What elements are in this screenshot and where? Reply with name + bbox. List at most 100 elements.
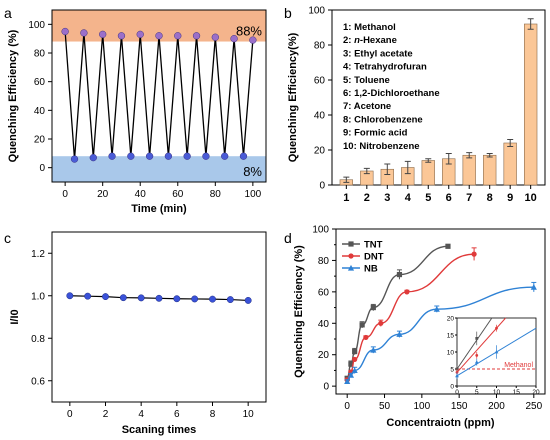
- legend-number: 10:: [343, 141, 359, 152]
- legend-item: 1: Methanol: [343, 22, 396, 33]
- legend-item: 5: Toluene: [343, 75, 390, 86]
- x-tick-label: 4: [405, 192, 412, 204]
- data-point: [226, 296, 234, 304]
- x-tick-label: 10: [243, 409, 255, 420]
- x-tick-label: 80: [210, 189, 222, 200]
- panel-label-a: a: [4, 5, 12, 21]
- marker-TNT: [352, 348, 358, 355]
- marker-NB: [494, 350, 499, 354]
- data-point: [209, 295, 216, 303]
- marker-DNT: [404, 289, 410, 295]
- legend-number: 4:: [343, 62, 354, 73]
- data-point: [155, 32, 163, 40]
- x-tick-label: 250: [525, 401, 542, 412]
- legend-name: Formic acid: [354, 128, 408, 139]
- y-tick-label: 40: [314, 111, 326, 122]
- x-tick-label: 3: [384, 192, 390, 204]
- y-tick-label: 80: [34, 49, 46, 60]
- inset-y-tick-label: 5: [450, 367, 454, 374]
- marker-DNT: [471, 251, 477, 257]
- y-tick-label: 40: [34, 106, 46, 117]
- plot-frame: [335, 228, 546, 395]
- panel-label-d: d: [284, 230, 292, 246]
- y-tick-label: 20: [318, 350, 330, 361]
- x-axis-label: Concentraiotn (ppm): [386, 417, 494, 429]
- marker-NB: [474, 360, 479, 364]
- legend-item: 4: Tetrahydrofuran: [343, 62, 427, 73]
- legend-number: 7:: [343, 101, 354, 112]
- marker-TNT: [475, 337, 479, 340]
- marker-TNT: [396, 271, 403, 278]
- data-point: [102, 293, 109, 301]
- bar-9: [503, 142, 517, 186]
- data-point: [119, 294, 127, 302]
- data-point: [183, 152, 191, 160]
- data-point: [249, 36, 257, 44]
- y-tick-label: 100: [308, 6, 325, 17]
- x-tick-label: 9: [507, 192, 513, 204]
- inset-x-tick-label: 0: [455, 389, 459, 396]
- data-point: [99, 30, 107, 39]
- x-tick-label: 10: [525, 192, 537, 204]
- inset-reference-label: Methanol: [504, 362, 533, 369]
- x-tick-label: 100: [413, 401, 430, 412]
- y-tick-label: 0: [39, 163, 45, 174]
- data-point: [70, 155, 79, 163]
- legend-item: 3: Ethyl acetate: [343, 48, 413, 59]
- marker-DNT: [475, 354, 479, 357]
- inset-x-tick-label: 10: [493, 389, 501, 396]
- y-tick-label: 60: [34, 77, 46, 88]
- plot-frame: [51, 9, 267, 183]
- x-tick-label: 20: [97, 189, 109, 200]
- chart-c: 0.6 0.8 1.0 1.2 0 2 4 6 8 10 Scaning times I/I0: [9, 231, 267, 436]
- inset-y-tick-label: 20: [447, 316, 455, 323]
- data-point: [230, 35, 238, 43]
- curve-TNT: [346, 245, 448, 379]
- data-point: [89, 153, 97, 162]
- y-tick-label: 1.0: [31, 291, 45, 302]
- data-point: [173, 295, 181, 303]
- inset-x-tick-label: 15: [513, 389, 521, 396]
- data-point: [192, 32, 201, 40]
- legend-item: 2: n-Hexane: [343, 35, 397, 46]
- data-point: [155, 294, 163, 302]
- legend-item: 9: Formic acid: [343, 128, 408, 139]
- data-point: [174, 32, 182, 40]
- y-tick-label: 80: [318, 256, 330, 267]
- data-point: [191, 295, 199, 303]
- y-tick-label: 80: [314, 41, 326, 52]
- y-tick-label: 0: [319, 181, 325, 192]
- y-tick-label: 100: [28, 20, 45, 31]
- x-tick-label: 2: [364, 192, 370, 204]
- bar-10: [524, 23, 538, 186]
- marker-DNT: [352, 356, 358, 363]
- x-tick-label: 4: [138, 409, 144, 420]
- legend-label-TNT: TNT: [364, 240, 383, 251]
- annotation-high: 88%: [236, 24, 262, 39]
- legend-label-NB: NB: [364, 264, 378, 275]
- legend-number: 2:: [343, 35, 354, 46]
- legend-name: Chlorobenzene: [354, 114, 423, 125]
- data-point: [108, 152, 116, 160]
- bar-5: [421, 160, 435, 186]
- marker-TNT: [445, 243, 451, 249]
- legend-name: 1,2-Dichloroethane: [354, 88, 440, 99]
- marker-NB: [347, 372, 355, 378]
- band-1: [52, 156, 266, 182]
- data-point: [244, 296, 252, 304]
- x-tick-label: 8: [210, 409, 216, 420]
- data-point: [84, 292, 92, 300]
- panel-label-c: c: [4, 230, 11, 246]
- y-axis-label: Quenching Efficiency(%): [287, 32, 299, 162]
- legend-number: 3:: [343, 48, 354, 59]
- legend-name: Methanol: [354, 22, 396, 33]
- x-tick-label: 200: [488, 401, 505, 412]
- y-tick-label: 0.8: [31, 334, 45, 345]
- x-tick-label: 6: [446, 192, 452, 204]
- bar-8: [483, 154, 497, 186]
- y-axis-label: I/I0: [9, 309, 21, 324]
- y-tick-label: 0.6: [31, 376, 45, 387]
- legend-name: Toluene: [354, 75, 390, 86]
